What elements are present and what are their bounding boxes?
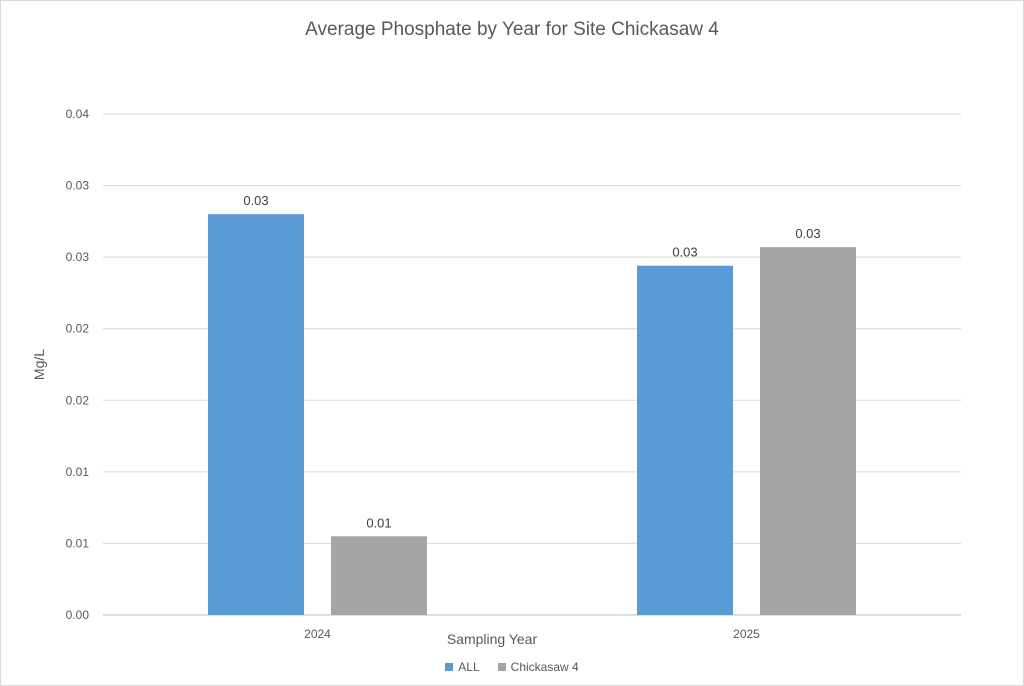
bar <box>331 536 427 615</box>
legend: ALL Chickasaw 4 <box>1 660 1023 674</box>
x-axis-title: Sampling Year <box>447 631 538 647</box>
legend-swatch <box>445 663 454 671</box>
legend-item: Chickasaw 4 <box>497 660 579 674</box>
bar <box>208 214 304 615</box>
y-tick-label: 0.02 <box>66 322 90 336</box>
x-tick-label: 2024 <box>304 627 331 641</box>
bar <box>760 247 856 615</box>
y-tick-label: 0.02 <box>66 393 90 407</box>
data-label: 0.03 <box>795 226 820 241</box>
y-tick-label: 0.03 <box>66 179 90 193</box>
y-tick-label: 0.04 <box>66 107 90 121</box>
data-label: 0.03 <box>243 193 268 208</box>
y-axis-title: Mg/L <box>31 349 47 380</box>
data-label: 0.03 <box>672 245 697 260</box>
x-tick-label: 2025 <box>733 627 760 641</box>
legend-swatch <box>497 663 506 671</box>
legend-label: Chickasaw 4 <box>510 660 579 674</box>
chart-title: Average Phosphate by Year for Site Chick… <box>305 19 719 40</box>
data-label: 0.01 <box>366 515 391 530</box>
y-tick-label: 0.01 <box>66 536 90 550</box>
y-tick-label: 0.03 <box>66 250 90 264</box>
legend-item: ALL <box>445 660 480 674</box>
y-tick-label: 0.01 <box>66 465 90 479</box>
bar <box>637 265 733 615</box>
legend-label: ALL <box>458 660 480 674</box>
y-tick-label: 0.00 <box>66 608 90 622</box>
